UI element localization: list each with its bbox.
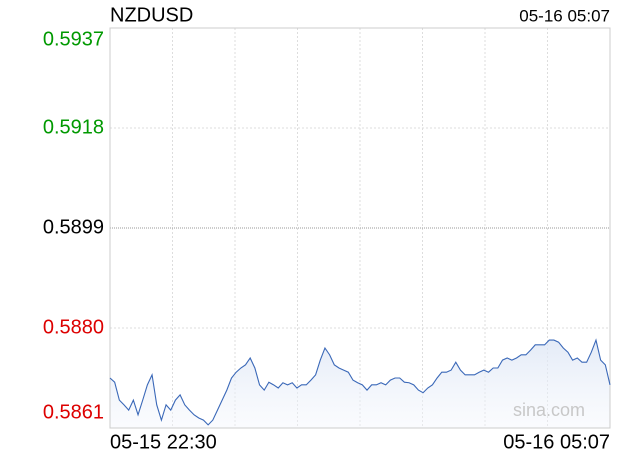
chart-title: NZDUSD (110, 4, 193, 26)
y-tick-label: 0.5918 (43, 116, 104, 138)
timestamp: 05-16 05:07 (519, 6, 610, 25)
x-end-label: 05-16 05:07 (503, 431, 610, 453)
y-tick-label: 0.5880 (43, 316, 104, 338)
price-line (109, 338, 611, 426)
x-start-label: 05-15 22:30 (110, 431, 217, 453)
y-tick-label: 0.5937 (43, 28, 104, 50)
y-tick-label: 0.5861 (43, 401, 104, 423)
plot-frame (109, 27, 611, 429)
y-tick-label: 0.5899 (43, 216, 104, 238)
watermark: sina.com (513, 400, 585, 420)
